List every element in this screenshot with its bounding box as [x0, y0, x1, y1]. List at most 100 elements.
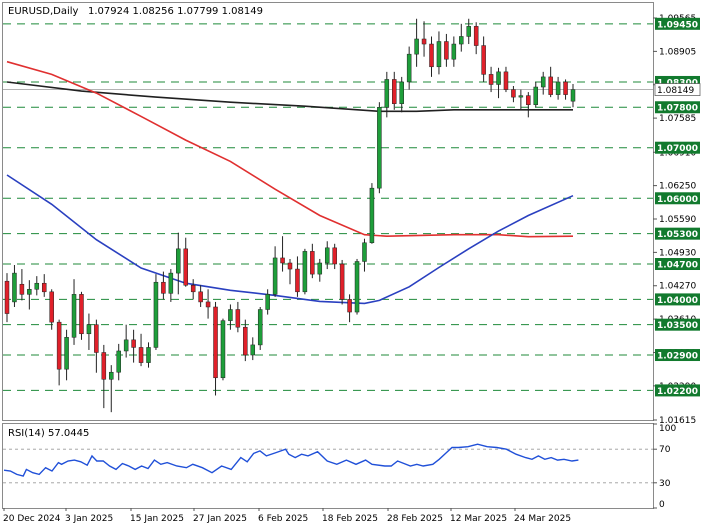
candle-body — [317, 262, 323, 275]
candle-body — [12, 272, 17, 303]
rsi-axis-label: 0 — [659, 500, 665, 510]
candle-body — [198, 291, 203, 303]
candle-body — [369, 187, 375, 244]
candle-body — [228, 309, 233, 321]
candle-body — [488, 74, 494, 85]
level-tag-label: 1.04700 — [657, 261, 698, 271]
price-axis-label: 1.04270 — [659, 282, 696, 292]
candle-body — [399, 81, 404, 104]
level-tag-box — [655, 384, 700, 397]
candle-body — [27, 289, 32, 295]
rsi-axis-label: 70 — [659, 445, 671, 455]
candle-body — [503, 71, 509, 90]
level-tag-box — [655, 227, 700, 240]
price-axis-label: 1.01615 — [659, 416, 696, 426]
candle-body — [324, 247, 330, 264]
candle-body — [265, 294, 270, 310]
candle-body — [131, 339, 136, 348]
candle-body — [414, 38, 419, 55]
candle-body — [548, 76, 553, 95]
candle-body — [34, 282, 40, 290]
level-tag-box — [655, 258, 700, 271]
candle-body — [287, 262, 293, 270]
sma-long-line — [6, 81, 573, 113]
level-tag-box — [655, 192, 700, 205]
level-tag-label: 1.02900 — [657, 352, 698, 362]
candle-body — [94, 324, 99, 353]
candle-body — [563, 81, 568, 95]
level-tag-label: 1.07000 — [657, 144, 698, 154]
candle-body — [71, 294, 77, 338]
candle-body — [205, 301, 211, 308]
level-tag-box — [655, 17, 700, 30]
price-axis-label: 1.05590 — [659, 215, 696, 225]
time-axis-label: 24 Mar 2025 — [514, 514, 571, 524]
time-axis-label: 6 Feb 2025 — [258, 514, 308, 524]
candle-body — [332, 247, 337, 265]
candle-body — [213, 306, 218, 379]
candle-body — [481, 45, 486, 75]
candle-body — [49, 291, 54, 323]
candle-body — [79, 294, 84, 335]
candle-body — [272, 257, 278, 295]
candle-body — [354, 261, 360, 313]
price-axis-label: 1.07585 — [659, 114, 696, 124]
candle-body — [533, 86, 539, 105]
candle-body — [161, 281, 166, 294]
candle-body — [518, 95, 524, 98]
level-tag-label: 1.03500 — [657, 321, 698, 331]
candle-body — [235, 309, 241, 328]
price-panel-frame — [2, 2, 654, 421]
time-axis-label: 3 Jan 2025 — [65, 514, 113, 524]
level-tag-box — [655, 293, 700, 306]
candle-body — [362, 242, 367, 262]
candle-body — [56, 321, 62, 370]
time-axis-label: 20 Dec 2024 — [3, 514, 61, 524]
candle-body — [4, 280, 10, 314]
candle-body — [190, 284, 196, 293]
price-axis-label: 1.08905 — [659, 47, 696, 57]
level-tag-label: 1.09450 — [657, 20, 698, 30]
candle-body — [347, 299, 352, 313]
current-price-label: 1.08149 — [657, 86, 694, 96]
candle-body — [250, 344, 256, 356]
candle-body — [310, 251, 315, 275]
candle-body — [86, 324, 92, 335]
candle-body — [496, 71, 501, 85]
level-tag-box — [655, 349, 700, 362]
rsi-axis-label: 30 — [659, 479, 671, 489]
rsi-line — [3, 443, 579, 477]
candle-body — [138, 347, 144, 363]
candle-body — [555, 81, 561, 95]
candle-body — [384, 79, 390, 108]
level-tag-label: 1.06000 — [657, 195, 698, 205]
candle-body — [436, 41, 442, 68]
candle-body — [444, 41, 449, 60]
chart-symbol: EURUSD,Daily — [8, 6, 79, 17]
candle-body — [339, 263, 345, 300]
level-tag-box — [655, 141, 700, 154]
candle-body — [41, 282, 47, 293]
candle-body — [540, 76, 546, 88]
candle-body — [101, 352, 107, 380]
candle-body — [466, 26, 471, 37]
chart-ohlc: 1.07924 1.08256 1.07799 1.08149 — [88, 6, 263, 17]
candle-body — [429, 43, 434, 68]
time-axis-label: 27 Jan 2025 — [193, 514, 247, 524]
time-axis-label: 15 Jan 2025 — [130, 514, 184, 524]
candle-body — [243, 326, 248, 356]
level-tag-box — [655, 101, 700, 114]
candle-body — [526, 95, 531, 105]
candle-body — [511, 89, 516, 98]
level-tag-label: 1.04000 — [657, 296, 698, 306]
candle-body — [473, 26, 479, 46]
candle-body — [64, 337, 69, 370]
candle-body — [257, 309, 263, 346]
rsi-panel-frame — [2, 423, 654, 509]
candle-body — [19, 283, 25, 295]
time-axis-label: 28 Feb 2025 — [387, 514, 443, 524]
time-axis-label: 18 Feb 2025 — [322, 514, 378, 524]
price-axis-label: 1.04930 — [659, 248, 696, 258]
